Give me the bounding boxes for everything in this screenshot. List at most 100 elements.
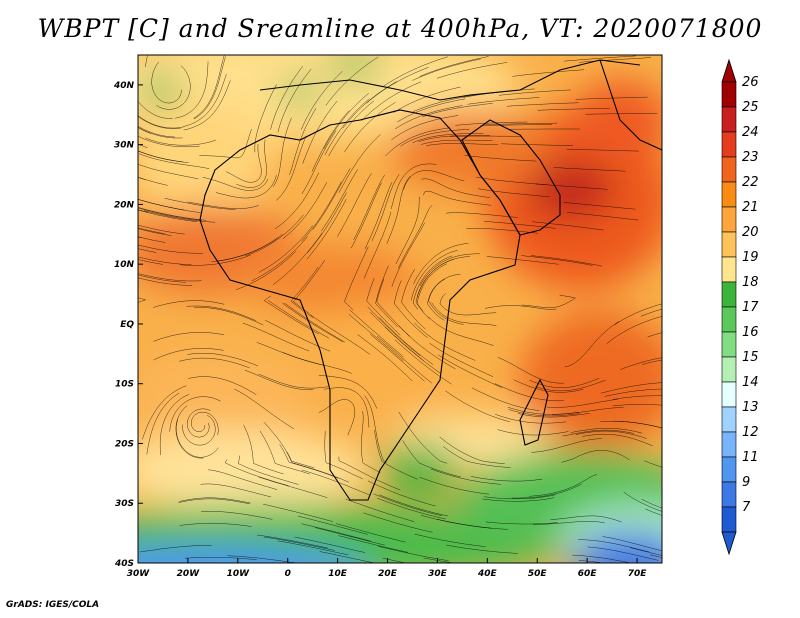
lat-tick-label: EQ xyxy=(120,320,134,330)
streamline xyxy=(224,459,289,487)
streamline xyxy=(366,66,429,104)
colorbar-swatch xyxy=(721,431,737,458)
streamline xyxy=(587,546,659,561)
streamline xyxy=(345,498,415,522)
streamline xyxy=(279,444,339,479)
longitude-axis: 30W 20W 10W 0 10E 20E 30E 40E 50E 60E 70E xyxy=(127,558,647,579)
streamline xyxy=(445,390,510,422)
streamline xyxy=(258,225,313,273)
streamline xyxy=(207,469,278,490)
streamline xyxy=(423,557,455,563)
streamline xyxy=(293,259,326,314)
lon-tick-label: 20E xyxy=(378,569,398,579)
streamline xyxy=(370,333,425,382)
streamline xyxy=(179,357,250,369)
streamline xyxy=(301,523,372,542)
streamline xyxy=(306,199,347,260)
streamline xyxy=(138,177,146,180)
streamline xyxy=(300,71,343,130)
streamline xyxy=(138,207,203,221)
streamline xyxy=(164,197,236,210)
lon-tick-label: 30E xyxy=(428,569,448,579)
streamline xyxy=(578,560,605,563)
streamline xyxy=(647,332,662,338)
streamline xyxy=(535,183,608,190)
streamline xyxy=(175,61,209,119)
streamline xyxy=(225,144,262,183)
colorbar-label: 21 xyxy=(742,200,759,215)
colorbar-label: 7 xyxy=(742,500,751,515)
streamline xyxy=(578,539,650,553)
streamline xyxy=(511,483,582,499)
streamline xyxy=(142,385,187,440)
streamline xyxy=(466,228,539,234)
streamline xyxy=(364,182,393,250)
streamline xyxy=(138,164,199,180)
streamline xyxy=(363,512,433,533)
streamline xyxy=(394,339,452,385)
colorbar-swatch xyxy=(721,456,737,483)
streamline xyxy=(325,56,379,106)
streamline xyxy=(144,210,216,223)
streamline xyxy=(484,305,557,310)
streamline xyxy=(301,130,337,194)
colorbar-swatch xyxy=(721,206,737,233)
streamline xyxy=(138,244,203,254)
streamline xyxy=(263,536,335,551)
mediterranean-coastline xyxy=(259,59,641,101)
streamline xyxy=(180,254,251,266)
streamline xyxy=(498,89,571,96)
streamline xyxy=(478,188,550,198)
streamline xyxy=(485,521,558,525)
streamline xyxy=(183,73,227,127)
streamline xyxy=(344,246,369,311)
streamline xyxy=(338,535,409,553)
streamline xyxy=(614,303,662,326)
streamline xyxy=(274,172,320,230)
streamline xyxy=(254,84,277,153)
streamline xyxy=(138,273,202,282)
colorbar-swatch xyxy=(721,181,737,208)
streamline xyxy=(645,508,662,516)
streamline xyxy=(471,387,540,411)
grads-credit: GrADS: IGES/COLA xyxy=(6,600,100,610)
streamline xyxy=(276,135,307,201)
streamline xyxy=(277,68,312,133)
streamline xyxy=(187,201,259,209)
streamline xyxy=(443,446,511,468)
lon-tick-label: 40E xyxy=(477,569,498,579)
streamline xyxy=(438,354,503,388)
streamline xyxy=(200,511,273,520)
streamline xyxy=(257,534,328,549)
streamline xyxy=(186,305,257,322)
streamline xyxy=(371,174,400,241)
colorbar-swatch xyxy=(721,381,737,408)
streamline xyxy=(412,93,483,113)
colorbar-swatch xyxy=(721,256,737,283)
colorbar-swatch xyxy=(721,506,737,533)
streamline xyxy=(582,434,653,447)
streamline xyxy=(400,129,470,147)
lat-tick-label: 30S xyxy=(115,499,134,509)
streamline xyxy=(187,408,211,438)
streamline xyxy=(175,405,204,459)
streamline xyxy=(138,277,193,286)
streamline xyxy=(439,436,505,465)
streamline xyxy=(138,153,210,169)
streamline xyxy=(382,557,408,563)
streamline xyxy=(390,163,437,210)
streamline xyxy=(532,521,605,525)
lon-tick-label: 10W xyxy=(227,569,251,579)
colorbar-swatch xyxy=(721,281,737,308)
streamline xyxy=(301,469,370,496)
streamline xyxy=(318,399,356,436)
streamline xyxy=(612,404,662,407)
streamline xyxy=(244,369,314,390)
streamline xyxy=(138,236,142,239)
streamline xyxy=(563,202,636,210)
streamline xyxy=(309,314,370,355)
streamline xyxy=(531,221,604,231)
colorbar-swatch xyxy=(721,81,737,108)
streamline xyxy=(612,421,662,429)
streamline xyxy=(630,547,662,556)
